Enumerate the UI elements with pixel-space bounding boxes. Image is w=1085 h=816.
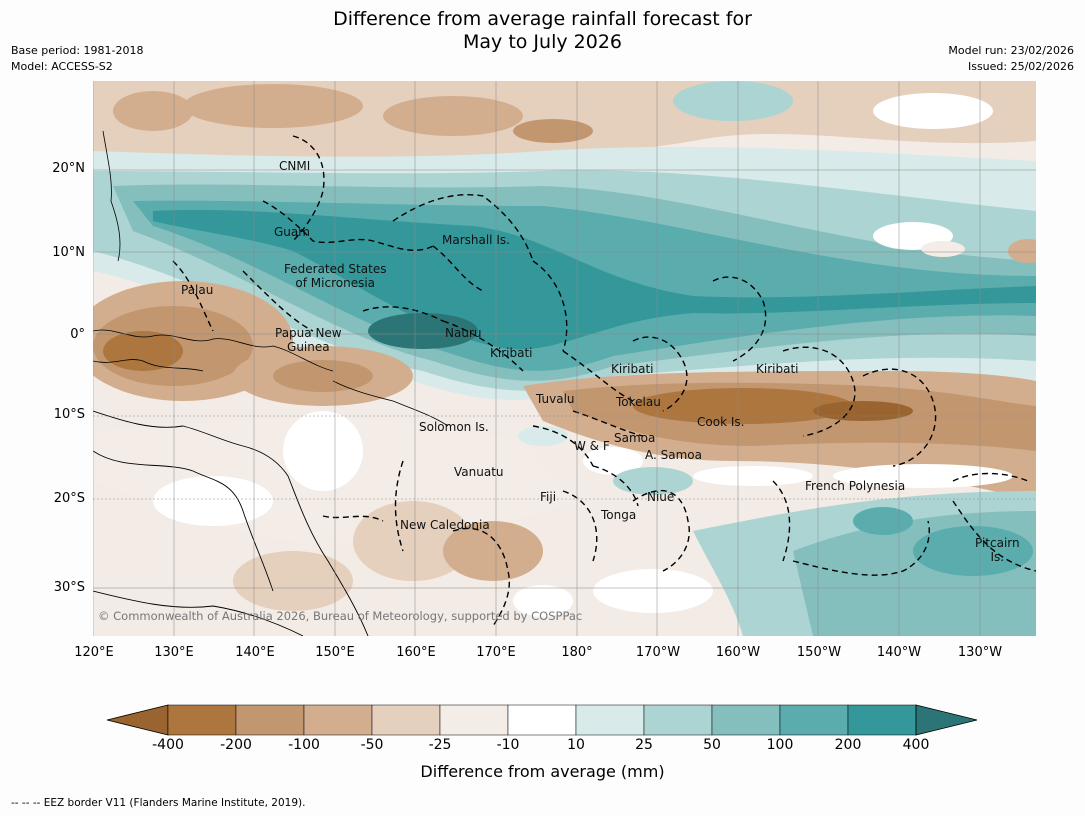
colorbar-extend-low — [106, 704, 169, 736]
gridlines — [93, 81, 1036, 636]
lon-label-170e: 170°E — [476, 645, 516, 660]
lon-label-180: 180° — [561, 645, 593, 660]
eez-borders — [172, 135, 1036, 627]
png-coastline — [93, 130, 449, 427]
label-vanuatu: Vanuatu — [454, 465, 504, 479]
meta-right: Model run: 23/02/2026 Issued: 25/02/2026 — [948, 43, 1074, 75]
colorbar-tick-1: -400 — [152, 737, 184, 753]
chart-title: Difference from average rainfall forecas… — [0, 8, 1085, 54]
colorbar-tick-6: -10 — [496, 737, 520, 753]
south-west-area — [93, 411, 643, 611]
label-tokelau: Tokelau — [616, 395, 661, 409]
colorbar-tick-7: 10 — [567, 737, 585, 753]
map-panel — [93, 81, 1036, 636]
label-fsm-line2: of Micronesia — [295, 276, 376, 290]
meta-left: Base period: 1981-2018 Model: ACCESS-S2 — [11, 43, 143, 75]
colorbar-seg-8 — [643, 704, 713, 736]
label-kiribati-west: Kiribati — [490, 346, 533, 360]
label-fiji: Fiji — [540, 490, 557, 504]
label-cook: Cook Is. — [697, 415, 745, 429]
wet-anomaly-band — [93, 146, 1036, 400]
label-wallis-futuna: W & F — [574, 439, 610, 453]
lat-label-20s: 20°S — [53, 491, 85, 506]
colorbar-title: Difference from average (mm) — [420, 762, 665, 781]
colorbar-seg-7 — [575, 704, 645, 736]
colorbar-extend-high — [915, 704, 978, 736]
lat-label-20n: 20°N — [52, 161, 85, 176]
lat-label-0: 0° — [70, 327, 85, 342]
label-tonga: Tonga — [601, 508, 637, 522]
model-name: Model: ACCESS-S2 — [11, 60, 113, 73]
lon-label-140w: 140°W — [876, 645, 922, 660]
label-american-samoa: A. Samoa — [645, 448, 702, 462]
lon-label-130w: 130°W — [957, 645, 1003, 660]
map-svg — [93, 81, 1036, 636]
label-new-caledonia: New Caledonia — [400, 518, 490, 532]
label-fsm-line1: Federated States — [284, 262, 387, 276]
colorbar-svg — [106, 704, 978, 736]
label-nauru: Nauru — [445, 326, 482, 340]
copyright-notice: © Commonwealth of Australia 2026, Bureau… — [98, 609, 583, 623]
label-png: Papua New Guinea — [275, 326, 342, 354]
label-fsm: Federated States of Micronesia — [284, 262, 386, 290]
model-run: Model run: 23/02/2026 — [948, 44, 1074, 57]
eez-legend-note: -- -- -- EEZ border V11 (Flanders Marine… — [11, 797, 306, 809]
lon-label-150w: 150°W — [796, 645, 842, 660]
label-pitcairn-line1: Pitcairn — [975, 536, 1020, 550]
lat-label-10s: 10°S — [53, 407, 85, 422]
label-niue: Niue — [647, 490, 675, 504]
label-png-line1: Papua New — [275, 326, 342, 340]
lon-label-170w: 170°W — [635, 645, 681, 660]
lon-label-150e: 150°E — [315, 645, 355, 660]
label-palau: Palau — [181, 283, 214, 297]
label-pitcairn: Pitcairn Is. — [975, 536, 1020, 564]
colorbar-seg-6 — [507, 704, 577, 736]
label-samoa: Samoa — [614, 431, 656, 445]
colorbar-tick-9: 50 — [703, 737, 721, 753]
label-marshall: Marshall Is. — [442, 233, 510, 247]
lon-label-120e: 120°E — [74, 645, 114, 660]
wet-anomaly-south-east — [513, 464, 1036, 636]
lon-label-160e: 160°E — [396, 645, 436, 660]
lat-label-10n: 10°N — [52, 245, 85, 260]
label-french-polynesia: French Polynesia — [805, 479, 906, 493]
colorbar — [105, 703, 980, 737]
colorbar-seg-3 — [303, 704, 373, 736]
label-kiribati-east: Kiribati — [756, 362, 799, 376]
colorbar-tick-5: -25 — [428, 737, 452, 753]
issued-date: Issued: 25/02/2026 — [967, 60, 1074, 73]
colorbar-seg-9 — [711, 704, 781, 736]
title-line-1: Difference from average rainfall forecas… — [333, 8, 752, 30]
colorbar-seg-1 — [167, 704, 237, 736]
colorbar-tick-2: -200 — [220, 737, 252, 753]
title-line-2: May to July 2026 — [463, 31, 622, 53]
label-png-line2: Guinea — [287, 340, 330, 354]
colorbar-tick-11: 200 — [834, 737, 862, 753]
base-period: Base period: 1981-2018 — [11, 44, 144, 57]
label-cnmi: CNMI — [279, 159, 311, 173]
colorbar-tick-8: 25 — [635, 737, 653, 753]
label-pitcairn-line2: Is. — [990, 550, 1005, 564]
lon-label-130e: 130°E — [154, 645, 194, 660]
australia-coastline — [93, 410, 369, 636]
colorbar-seg-2 — [235, 704, 305, 736]
lon-label-140e: 140°E — [235, 645, 275, 660]
label-kiribati-central: Kiribati — [611, 362, 654, 376]
lon-label-160w: 160°W — [715, 645, 761, 660]
label-tuvalu: Tuvalu — [536, 392, 575, 406]
colorbar-tick-12: 400 — [902, 737, 930, 753]
label-solomon: Solomon Is. — [419, 420, 489, 434]
label-guam: Guam — [274, 225, 310, 239]
colorbar-seg-10 — [779, 704, 849, 736]
colorbar-tick-4: -50 — [360, 737, 384, 753]
dry-anomaly-west — [93, 281, 413, 406]
colorbar-tick-3: -100 — [288, 737, 320, 753]
colorbar-seg-5 — [439, 704, 509, 736]
colorbar-seg-11 — [847, 704, 917, 736]
colorbar-seg-4 — [371, 704, 441, 736]
colorbar-tick-10: 100 — [766, 737, 794, 753]
lat-label-30s: 30°S — [53, 580, 85, 595]
